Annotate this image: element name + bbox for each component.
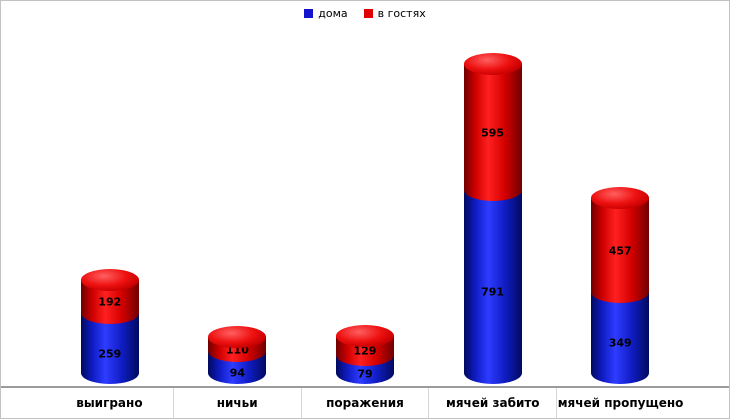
bar-column: 791 595 xyxy=(429,1,557,384)
bar-segment-home: 94 xyxy=(208,351,267,384)
cylinder-top-cap xyxy=(463,53,522,75)
legend-item-away: в гостях xyxy=(363,7,426,20)
bar-cylinder-4: 791 595 xyxy=(463,53,522,384)
cylinder-top-cap xyxy=(591,186,650,209)
bar-cylinder-5: 349 457 xyxy=(591,186,650,384)
legend-label-home: дома xyxy=(318,7,348,20)
bar-column: 94 110 xyxy=(174,1,302,384)
legend-swatch-away-icon xyxy=(363,9,373,18)
category-label: ничьи xyxy=(172,388,301,418)
legend: дома в гостях xyxy=(1,7,729,20)
bar-cylinder-1: 259 192 xyxy=(80,268,139,384)
segment-value-label: 129 xyxy=(353,344,377,358)
bar-cylinder-3: 79 129 xyxy=(335,324,394,384)
bar-segment-away: 457 xyxy=(591,197,650,304)
category-label: мячей пропущено xyxy=(556,388,684,418)
category-labels-row: выиграно ничьи поражения мячей забито мячей … xyxy=(1,386,729,418)
bar-column: 79 129 xyxy=(301,1,429,384)
bar-column: 349 457 xyxy=(556,1,684,384)
cylinder-top-cap xyxy=(335,324,394,347)
bars-row: 259 192 94 110 79 129 791 595 349 457 xyxy=(1,1,729,384)
segment-value-label: 192 xyxy=(98,295,122,309)
segment-value-label: 349 xyxy=(608,336,632,350)
legend-swatch-home-icon xyxy=(304,9,314,18)
legend-label-away: в гостях xyxy=(377,7,426,20)
category-label: поражения xyxy=(300,388,429,418)
cylinder-top-cap xyxy=(208,325,267,348)
category-label: мячей забито xyxy=(428,388,556,418)
bar-segment-home: 791 xyxy=(463,190,522,384)
bar-segment-home: 259 xyxy=(80,313,139,384)
bar-cylinder-2: 94 110 xyxy=(208,325,267,384)
legend-item-home: дома xyxy=(304,7,348,20)
segment-value-label: 259 xyxy=(98,347,122,361)
segment-value-label: 94 xyxy=(229,366,246,380)
bar-column: 259 192 xyxy=(46,1,174,384)
segment-value-label: 791 xyxy=(481,285,505,299)
segment-value-label: 457 xyxy=(608,244,632,258)
bar-segment-home: 349 xyxy=(591,292,650,384)
segment-value-label: 595 xyxy=(481,126,505,140)
bar-segment-away: 595 xyxy=(463,64,522,202)
segment-value-label: 79 xyxy=(357,367,373,381)
category-label: выиграно xyxy=(76,396,143,410)
cylinder-top-cap xyxy=(80,268,139,291)
